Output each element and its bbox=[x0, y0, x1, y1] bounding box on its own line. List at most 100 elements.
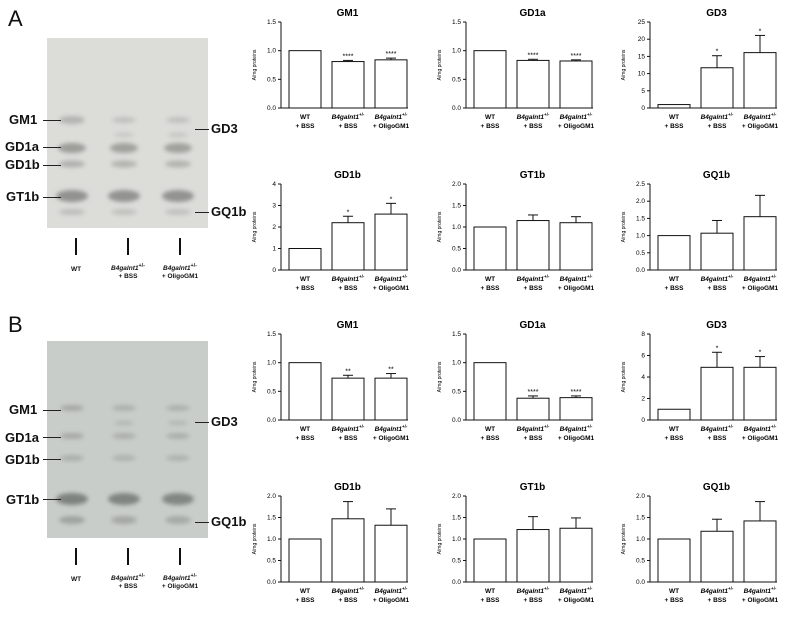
band-tick-gd1b-a bbox=[43, 165, 61, 166]
chart-title: GQ1b bbox=[703, 482, 730, 493]
bar-1 bbox=[288, 248, 322, 271]
band-label-gm1-b: GM1 bbox=[9, 402, 38, 417]
bar-2 bbox=[516, 529, 550, 583]
y-tick-label: 0.5 bbox=[452, 558, 461, 565]
lane-label-2-b: B4galnt1+/- + BSS bbox=[111, 573, 145, 591]
category-label-1: WT bbox=[485, 276, 495, 283]
y-tick-label: 1 bbox=[272, 246, 276, 253]
band-tick-gt1b-b bbox=[43, 499, 61, 500]
chart-gd1b-b: GD1b A/mg proteins 0.0 0.5 1.0 1.5 2.0 WT + BSS B… bbox=[252, 482, 410, 604]
y-tick-label: 0.0 bbox=[636, 267, 645, 274]
bar-3 bbox=[743, 216, 777, 271]
bar-2 bbox=[331, 222, 365, 271]
y-axis-label: A/mg proteins bbox=[621, 361, 627, 392]
band-tick-gm1-a bbox=[43, 120, 61, 121]
chart-title: GT1b bbox=[520, 170, 546, 181]
bar-1 bbox=[473, 226, 507, 271]
bar-2 bbox=[331, 377, 365, 421]
significance-3: ** bbox=[388, 367, 394, 374]
category-sublabel-1: + BSS bbox=[481, 597, 501, 604]
y-tick-label: 1.0 bbox=[452, 48, 461, 55]
chart-title: GD1a bbox=[519, 8, 546, 19]
category-sublabel-2: + BSS bbox=[708, 435, 728, 442]
category-label-2: B4galnt1+/- bbox=[701, 586, 734, 595]
category-sublabel-3: + OligoGM1 bbox=[558, 285, 595, 292]
y-tick-label: 0.5 bbox=[267, 388, 276, 395]
y-tick-label: 1.5 bbox=[452, 331, 461, 338]
chart-title: GM1 bbox=[337, 8, 359, 19]
category-sublabel-2: + BSS bbox=[524, 435, 544, 442]
panel-letter-b: B bbox=[8, 312, 23, 337]
category-label-2: B4galnt1+/- bbox=[517, 586, 550, 595]
category-label-1: WT bbox=[485, 426, 495, 433]
lane-marker-1-b bbox=[75, 548, 77, 565]
category-label-2: B4galnt1+/- bbox=[701, 112, 734, 121]
category-sublabel-1: + BSS bbox=[296, 597, 316, 604]
category-label-1: WT bbox=[669, 114, 679, 121]
y-tick-label: 1.0 bbox=[267, 536, 276, 543]
y-axis-label: A/mg proteins bbox=[252, 361, 258, 392]
y-tick-label: 0 bbox=[641, 417, 645, 424]
category-sublabel-3: + OligoGM1 bbox=[558, 435, 595, 442]
y-tick-label: 1.0 bbox=[636, 233, 645, 240]
bar-1 bbox=[473, 538, 507, 583]
category-sublabel-1: + BSS bbox=[481, 123, 501, 130]
bar-3 bbox=[374, 524, 408, 583]
category-sublabel-3: + OligoGM1 bbox=[558, 123, 595, 130]
y-axis-label: A/mg proteins bbox=[437, 523, 443, 554]
significance-3: * bbox=[759, 28, 762, 35]
band-label-gd3-b: GD3 bbox=[211, 414, 238, 429]
y-axis-label: A/mg proteins bbox=[252, 49, 258, 80]
y-tick-label: 1.0 bbox=[452, 536, 461, 543]
y-tick-label: 1.5 bbox=[636, 515, 645, 522]
tlc-plate-a bbox=[47, 38, 208, 228]
y-tick-label: 1.5 bbox=[636, 215, 645, 222]
y-tick-label: 20 bbox=[638, 36, 646, 43]
y-tick-label: 0.5 bbox=[452, 246, 461, 253]
category-label-3: B4galnt1+/- bbox=[560, 424, 593, 433]
y-tick-label: 1.5 bbox=[452, 515, 461, 522]
band-label-gt1b-b: GT1b bbox=[6, 492, 40, 507]
lane-label-3-a: B4galnt1+/- + OligoGM1 bbox=[161, 263, 199, 281]
band-tick-gd1b-b bbox=[43, 459, 61, 460]
category-label-3: B4galnt1+/- bbox=[560, 586, 593, 595]
category-sublabel-1: + BSS bbox=[665, 597, 685, 604]
chart-gq1b-b: GQ1b A/mg proteins 0.0 0.5 1.0 1.5 2.0 WT + BSS B… bbox=[621, 482, 779, 604]
bar-1 bbox=[288, 538, 322, 583]
significance-3: **** bbox=[571, 389, 582, 396]
lane-marker-1-a bbox=[75, 238, 77, 255]
y-tick-label: 0.5 bbox=[636, 558, 645, 565]
y-tick-label: 1.5 bbox=[267, 331, 276, 338]
y-tick-label: 1.5 bbox=[452, 203, 461, 210]
category-sublabel-2: + BSS bbox=[708, 597, 728, 604]
bar-2 bbox=[331, 61, 365, 109]
y-axis-label: A/mg proteins bbox=[621, 49, 627, 80]
y-axis-label: A/mg proteins bbox=[621, 523, 627, 554]
lane-label-3-b: B4galnt1+/- + OligoGM1 bbox=[161, 573, 199, 591]
y-tick-label: 0.5 bbox=[267, 558, 276, 565]
chart-gm1-b: GM1 A/mg proteins 0.0 0.5 1.0 1.5 WT + BSS ** B4g… bbox=[252, 320, 410, 442]
chart-gt1b-b: GT1b A/mg proteins 0.0 0.5 1.0 1.5 2.0 WT + BSS B… bbox=[437, 482, 595, 604]
y-tick-label: 2.0 bbox=[636, 198, 645, 205]
y-axis-label: A/mg proteins bbox=[252, 211, 258, 242]
category-sublabel-1: + BSS bbox=[665, 285, 685, 292]
band-tick-gt1b-a bbox=[43, 197, 61, 198]
category-sublabel-2: + BSS bbox=[524, 597, 544, 604]
band-tick-gd1a-b bbox=[43, 437, 61, 438]
category-sublabel-2: + BSS bbox=[339, 123, 359, 130]
bar-1 bbox=[657, 408, 691, 421]
bar-1 bbox=[473, 50, 507, 109]
band-tick-gm1-b bbox=[43, 410, 61, 411]
significance-3: **** bbox=[386, 51, 397, 58]
chart-title: GD1b bbox=[334, 482, 361, 493]
y-tick-label: 0.0 bbox=[636, 579, 645, 586]
significance-2: **** bbox=[343, 53, 354, 60]
significance-2: **** bbox=[528, 52, 539, 59]
bar-1 bbox=[473, 362, 507, 421]
category-sublabel-1: + BSS bbox=[296, 123, 316, 130]
category-sublabel-1: + BSS bbox=[481, 435, 501, 442]
category-label-3: B4galnt1+/- bbox=[560, 112, 593, 121]
panel-letter-a: A bbox=[8, 6, 23, 31]
category-label-3: B4galnt1+/- bbox=[375, 274, 408, 283]
category-label-1: WT bbox=[485, 114, 495, 121]
